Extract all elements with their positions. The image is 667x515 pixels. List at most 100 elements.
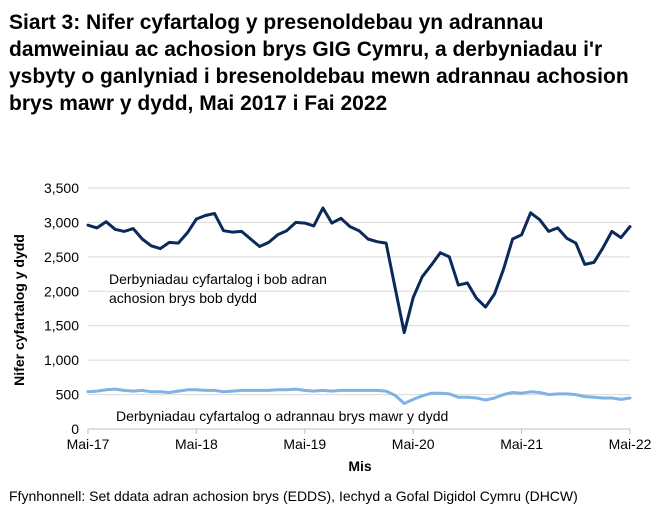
data-point (601, 396, 605, 400)
x-tick-label: Mai-21 (500, 436, 543, 452)
data-point (240, 389, 243, 392)
data-point (412, 296, 415, 299)
data-point (402, 331, 406, 334)
data-point (186, 388, 189, 391)
data-point (484, 305, 487, 309)
data-point (276, 233, 279, 237)
data-point (348, 225, 352, 228)
data-point (141, 237, 144, 241)
data-point (375, 240, 379, 243)
data-point (628, 396, 632, 400)
data-point (141, 389, 144, 392)
series-annotation-2: Derbyniadau cyfartalog o adrannau brys m… (116, 408, 448, 424)
data-point (339, 389, 343, 392)
data-point (168, 241, 171, 244)
y-tick-label: 500 (56, 387, 80, 403)
data-point (294, 387, 297, 391)
data-point (583, 263, 587, 266)
data-point (529, 211, 532, 214)
data-point (186, 231, 189, 234)
data-point (619, 398, 623, 401)
series-annotations: Derbyniadau cyfartalog i bob adran achosi… (109, 271, 448, 424)
x-tick-label: Mai-19 (283, 436, 326, 452)
data-point (249, 237, 252, 241)
data-point (384, 389, 388, 393)
data-point (412, 398, 415, 401)
data-point (619, 236, 623, 239)
data-point (258, 389, 261, 392)
data-point (393, 286, 397, 290)
data-point (520, 233, 523, 237)
data-point (113, 228, 117, 231)
y-tick-label: 1,500 (44, 318, 79, 334)
data-point (574, 393, 577, 396)
source-note: Ffynhonnell: Set ddata adran achosion br… (9, 488, 578, 504)
data-point (628, 225, 632, 228)
data-point (131, 389, 135, 393)
data-point (556, 392, 559, 396)
data-point (421, 275, 424, 279)
data-point (457, 396, 460, 399)
data-point (122, 389, 126, 392)
data-point (168, 391, 171, 394)
data-point (95, 226, 99, 230)
data-point (583, 395, 587, 398)
data-point (195, 388, 198, 391)
data-point (439, 251, 442, 254)
data-point (204, 214, 207, 217)
data-point (475, 396, 478, 400)
data-point (538, 391, 541, 394)
y-tick-label: 0 (71, 421, 79, 437)
data-point (348, 389, 352, 392)
data-point (285, 229, 288, 232)
data-point (493, 396, 496, 400)
y-tick-label: 2,000 (44, 283, 79, 299)
data-point (493, 292, 496, 296)
data-point (366, 237, 370, 241)
chart-title: Siart 3: Nifer cyfartalog y presenoldeba… (9, 11, 629, 115)
data-point (222, 229, 225, 232)
data-point (276, 388, 279, 391)
data-point (574, 241, 577, 245)
data-point (366, 389, 370, 392)
data-point (131, 227, 135, 230)
data-point (421, 394, 424, 398)
y-tick-label: 3,000 (44, 214, 79, 230)
data-point (86, 390, 90, 394)
data-point (439, 391, 442, 395)
data-point (556, 226, 559, 230)
data-point (294, 221, 297, 224)
data-point (159, 390, 162, 394)
data-point (159, 247, 162, 250)
data-point (267, 389, 270, 392)
data-point (177, 389, 180, 393)
line-chart: 0 500 1,000 1,500 2,000 2,500 3,000 3,500 Mai-17… (11, 180, 652, 474)
data-point (258, 245, 261, 248)
data-point (213, 212, 216, 215)
data-point (592, 396, 596, 399)
x-tick-label: Mai-22 (609, 436, 652, 452)
x-tick-label: Mai-17 (67, 436, 110, 452)
data-point (529, 390, 532, 394)
data-point (601, 246, 605, 250)
series-lines (86, 206, 632, 405)
data-point (547, 230, 550, 233)
data-point (402, 402, 406, 405)
data-point (565, 392, 568, 396)
data-point (384, 241, 388, 245)
data-point (457, 283, 460, 287)
data-point (511, 391, 514, 394)
y-axis-title: Nifer cyfartalog y dydd (11, 234, 27, 386)
series-annotation-1: Derbyniadau cyfartalog i bob adran (109, 271, 327, 287)
y-tick-label: 1,000 (44, 352, 79, 368)
data-point (565, 237, 568, 240)
data-point (339, 217, 343, 220)
data-point (610, 230, 614, 233)
data-point (303, 221, 306, 225)
data-point (321, 206, 325, 210)
data-point (195, 217, 198, 221)
data-point (538, 218, 541, 221)
data-point (592, 261, 596, 264)
data-point (104, 388, 108, 391)
data-point (213, 389, 216, 392)
